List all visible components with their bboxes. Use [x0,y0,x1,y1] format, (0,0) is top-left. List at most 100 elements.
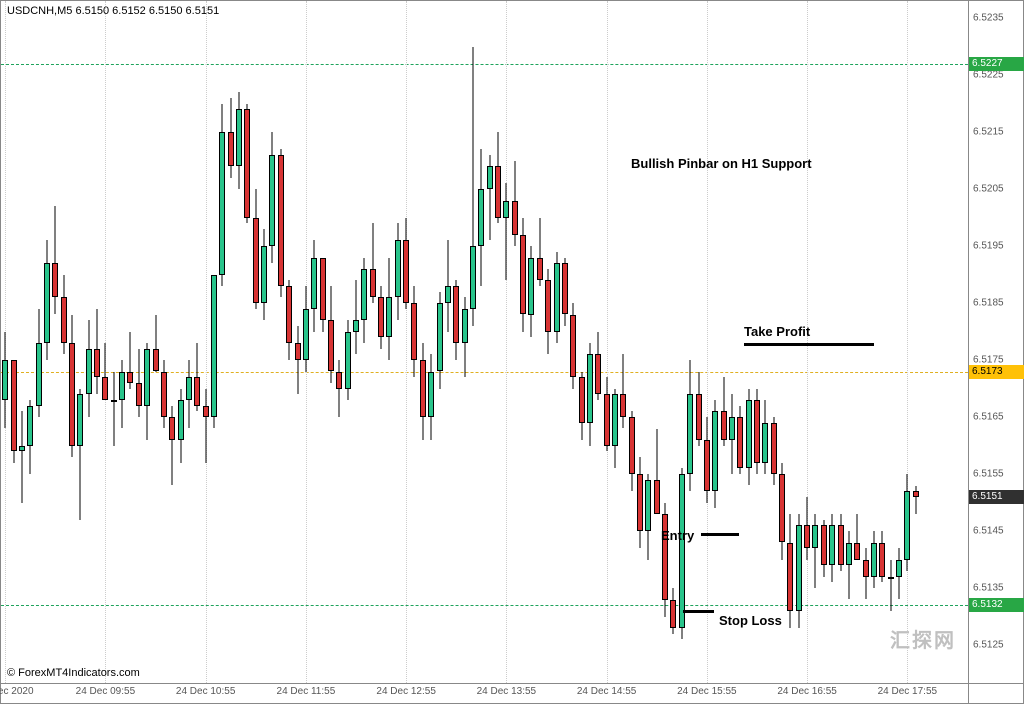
candlestick [69,1,75,685]
candlestick [94,1,100,685]
axis-corner [968,683,1023,703]
candlestick [11,1,17,685]
candlestick [261,1,267,685]
candlestick [211,1,217,685]
candlestick [696,1,702,685]
candlestick [478,1,484,685]
price-level-badge: 6.5173 [969,365,1024,379]
candlestick [336,1,342,685]
candlestick [729,1,735,685]
candlestick [353,1,359,685]
candlestick [737,1,743,685]
x-tick-label: 24 Dec 2020 [0,686,34,697]
candlestick [395,1,401,685]
candlestick [19,1,25,685]
candlestick [570,1,576,685]
candlestick [378,1,384,685]
candlestick [303,1,309,685]
chart-annotation: Entry [661,528,694,543]
candlestick [244,1,250,685]
candlestick [687,1,693,685]
candlestick [487,1,493,685]
candlestick [286,1,292,685]
candlestick [27,1,33,685]
candlestick [269,1,275,685]
candlestick [704,1,710,685]
candlestick [462,1,468,685]
candlestick [420,1,426,685]
chart-annotation: Stop Loss [719,613,782,628]
candlestick [236,1,242,685]
candlestick [328,1,334,685]
candlestick [537,1,543,685]
candlestick [679,1,685,685]
candlestick [86,1,92,685]
price-level-badge: 6.5227 [969,57,1024,71]
candlestick [620,1,626,685]
y-axis: 6.51256.51356.51456.51556.51656.51756.51… [968,1,1023,683]
candlestick [361,1,367,685]
candlestick [320,1,326,685]
candlestick [186,1,192,685]
footer-copyright: © ForexMT4Indicators.com [7,667,140,679]
x-tick-label: 24 Dec 13:55 [477,686,537,697]
candlestick [913,1,919,685]
candlestick [127,1,133,685]
y-tick-label: 6.5205 [973,184,1004,195]
candlestick [370,1,376,685]
x-tick-label: 24 Dec 10:55 [176,686,236,697]
candlestick [579,1,585,685]
candlestick [219,1,225,685]
candlestick [437,1,443,685]
chart-annotation: Take Profit [744,324,810,339]
candlestick [670,1,676,685]
candlestick [428,1,434,685]
plot-area[interactable]: USDCNH,M5 6.5150 6.5152 6.5150 6.5151 汇探… [1,1,968,683]
chart-container[interactable]: USDCNH,M5 6.5150 6.5152 6.5150 6.5151 汇探… [0,0,1024,704]
candlestick [203,1,209,685]
candlestick [495,1,501,685]
x-tick-label: 24 Dec 15:55 [677,686,737,697]
annotation-marker-line [683,610,714,613]
y-tick-label: 6.5225 [973,70,1004,81]
candlestick [345,1,351,685]
y-tick-label: 6.5235 [973,13,1004,24]
candlestick [36,1,42,685]
candlestick [879,1,885,685]
candlestick [386,1,392,685]
candlestick [587,1,593,685]
chart-annotation: Bullish Pinbar on H1 Support [631,156,812,171]
candlestick [637,1,643,685]
chart-title: USDCNH,M5 6.5150 6.5152 6.5150 6.5151 [7,5,219,17]
candlestick [654,1,660,685]
candlestick [520,1,526,685]
candlestick [111,1,117,685]
y-tick-label: 6.5165 [973,412,1004,423]
candlestick [721,1,727,685]
x-tick-label: 24 Dec 17:55 [878,686,938,697]
x-tick-label: 24 Dec 09:55 [76,686,136,697]
candlestick [888,1,894,685]
candlestick [629,1,635,685]
x-tick-label: 24 Dec 16:55 [777,686,837,697]
candlestick [403,1,409,685]
annotation-marker-line [744,343,874,346]
x-tick-label: 24 Dec 14:55 [577,686,637,697]
candlestick [102,1,108,685]
x-tick-label: 24 Dec 12:55 [376,686,436,697]
candlestick [712,1,718,685]
candlestick [453,1,459,685]
x-tick-label: 24 Dec 11:55 [277,686,336,697]
y-tick-label: 6.5125 [973,640,1004,651]
y-tick-label: 6.5195 [973,241,1004,252]
candlestick [545,1,551,685]
y-tick-label: 6.5135 [973,583,1004,594]
current-price-badge: 6.5151 [969,490,1024,504]
candlestick [604,1,610,685]
candlestick [896,1,902,685]
candlestick [194,1,200,685]
candlestick [528,1,534,685]
candlestick [562,1,568,685]
candlestick [2,1,8,685]
candlestick [595,1,601,685]
